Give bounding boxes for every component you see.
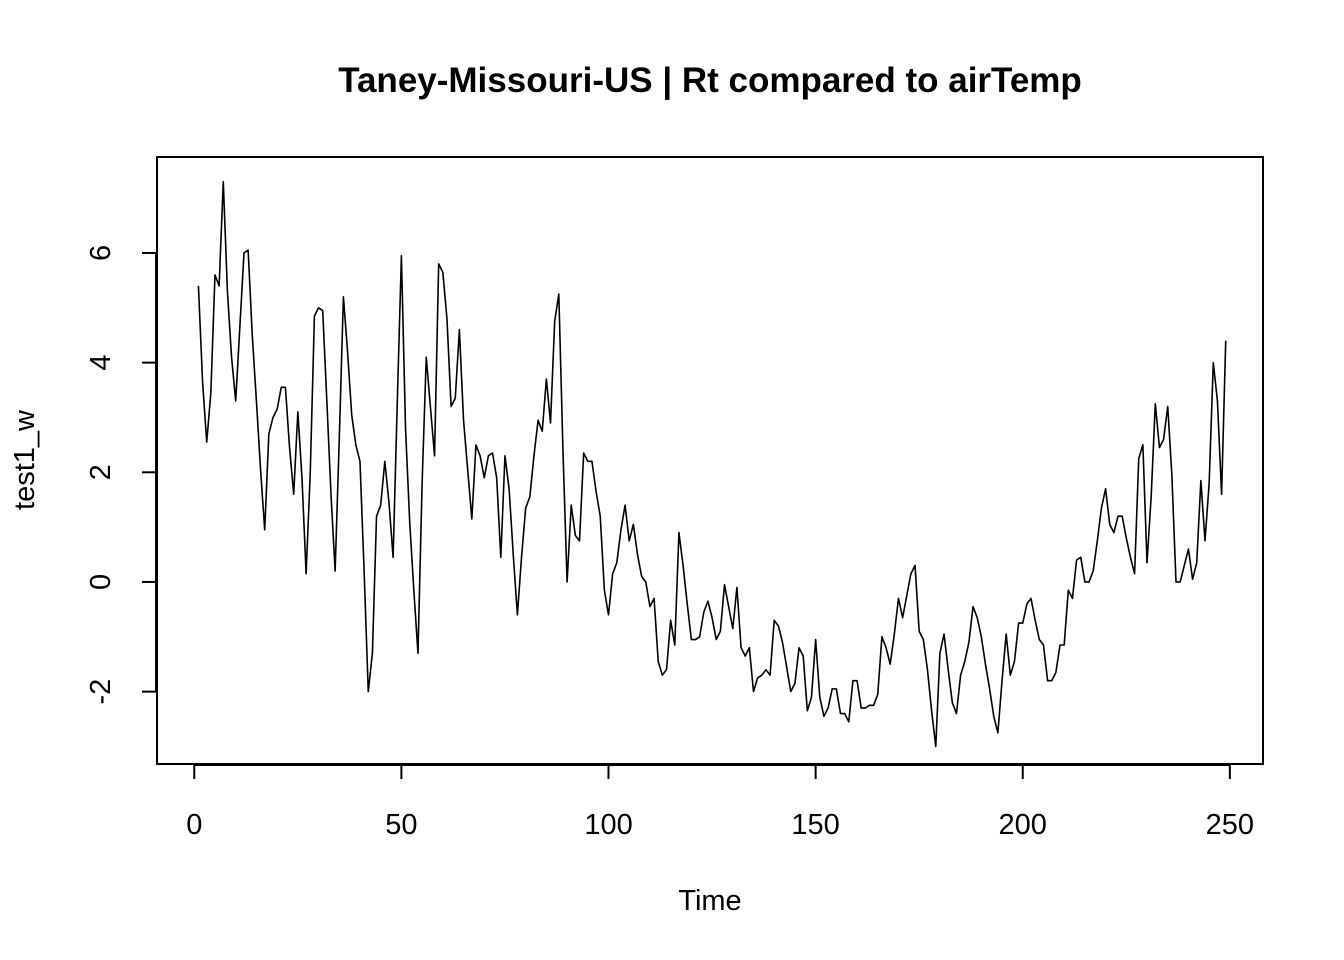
series-line — [197, 180, 1227, 748]
x-tick-label: 0 — [186, 809, 202, 841]
y-axis-label: test1_w — [9, 409, 41, 510]
x-tick-label: 50 — [385, 809, 417, 841]
y-axis: -2 0 2 4 6 — [85, 245, 157, 705]
x-axis: 0 50 100 150 200 250 — [186, 764, 1254, 841]
plot-box — [156, 156, 1264, 765]
x-tick-label: 150 — [791, 809, 839, 841]
y-tick-label: 4 — [85, 355, 117, 371]
x-tick-label: 250 — [1206, 809, 1254, 841]
x-tick-label: 200 — [999, 809, 1047, 841]
y-tick-label: 6 — [85, 245, 117, 261]
x-axis-label: Time — [678, 885, 741, 917]
y-tick-label: -2 — [85, 679, 117, 705]
y-tick-label: 2 — [85, 464, 117, 480]
x-tick-label: 100 — [584, 809, 632, 841]
y-tick-label: 0 — [85, 574, 117, 590]
chart-title: Taney-Missouri-US | Rt compared to airTe… — [338, 61, 1082, 100]
